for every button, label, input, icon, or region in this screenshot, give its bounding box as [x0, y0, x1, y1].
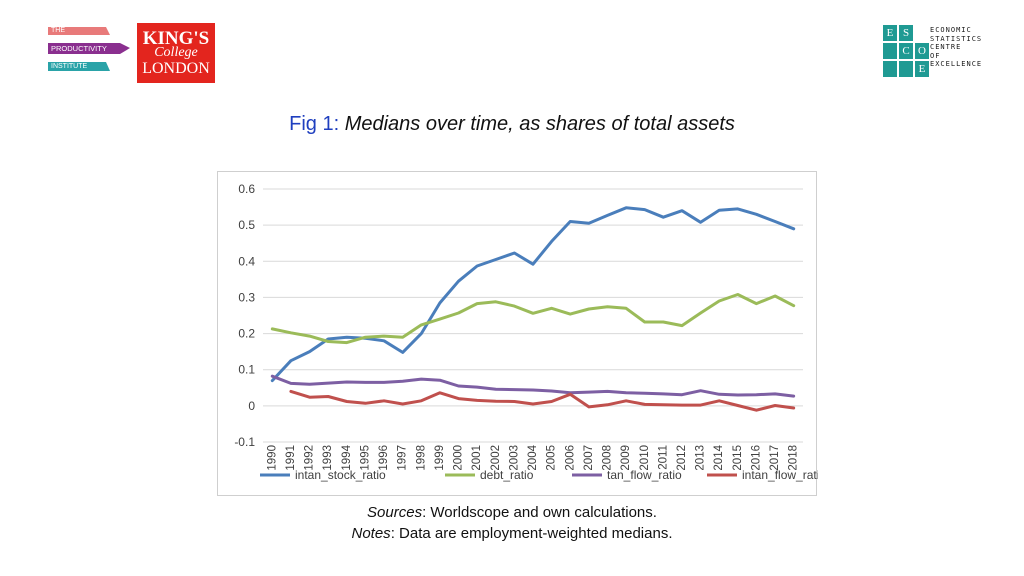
- escoe-cell-s: S: [899, 25, 913, 41]
- y-tick-label: -0.1: [234, 435, 255, 449]
- x-tick-label: 2015: [732, 445, 744, 471]
- legend-label: tan_flow_ratio: [607, 468, 682, 482]
- kings-logo-line3: LONDON: [142, 60, 210, 77]
- escoe-cell-c: C: [899, 43, 913, 59]
- x-tick-label: 2008: [602, 445, 614, 471]
- productivity-logo-line3: INSTITUTE: [51, 63, 88, 70]
- x-tick-label: 2004: [527, 444, 539, 470]
- sources-label: Sources: [367, 504, 423, 521]
- escoe-text-line3: CENTRE: [930, 43, 962, 51]
- x-tick-label: 1990: [266, 445, 278, 471]
- escoe-text-line4: OF: [930, 51, 941, 60]
- productivity-institute-logo: THE PRODUCTIVITY INSTITUTE: [48, 27, 130, 73]
- x-tick-label: 2006: [564, 445, 576, 471]
- legend-label: debt_ratio: [480, 468, 534, 482]
- x-tick-label: 2001: [471, 445, 483, 471]
- x-tick-label: 1994: [341, 444, 353, 470]
- line-chart: 0.6 0.5 0.4 0.3 0.2 0.1 0 -0.1 1990 1991 1992 1993 1…: [234, 182, 818, 482]
- x-tick-label: 2018: [788, 445, 800, 471]
- y-tick-label: 0: [248, 399, 255, 413]
- x-tick-label: 2002: [490, 445, 502, 471]
- y-tick-label: 0.3: [238, 290, 255, 304]
- x-tick-label: 2014: [713, 444, 725, 470]
- x-tick-label: 1999: [434, 445, 446, 471]
- x-tick-label: 2000: [453, 445, 465, 471]
- x-tick-label: 2005: [546, 445, 558, 471]
- series-line-intan-flow-ratio: [289, 389, 796, 412]
- x-tick-label: 1997: [397, 445, 409, 471]
- productivity-logo-line2: PRODUCTIVITY: [51, 44, 107, 53]
- notes-text: : Data are employment-weighted medians.: [390, 525, 673, 542]
- legend-label: intan_flow_ratio: [742, 468, 818, 482]
- figure-number: Fig 1:: [289, 113, 340, 135]
- sources-text: : Worldscope and own calculations.: [422, 504, 657, 521]
- legend-label: intan_stock_ratio: [295, 468, 386, 482]
- escoe-cell-o: O: [915, 43, 929, 59]
- kings-logo-line1: KING'S: [142, 28, 210, 49]
- x-tick-label: 1993: [322, 445, 334, 471]
- figure-title-text: Medians over time, as shares of total as…: [344, 113, 735, 135]
- x-tick-label: 2016: [750, 445, 762, 471]
- escoe-text-line1: ECONOMIC: [930, 26, 972, 34]
- sources-line: Sources: Worldscope and own calculations…: [0, 504, 1024, 521]
- x-tick-label: 2012: [676, 445, 688, 471]
- y-tick-label: 0.6: [238, 182, 255, 196]
- x-tick-label: 1991: [285, 445, 297, 471]
- escoe-text-line2: STATISTICS: [930, 34, 983, 43]
- x-tick-label: 2010: [639, 445, 651, 471]
- escoe-cell-blank1: [883, 43, 897, 59]
- x-tick-label: 2017: [769, 445, 781, 471]
- series-line-tan-flow-ratio: [270, 374, 796, 398]
- escoe-cell-e1: E: [883, 25, 897, 41]
- x-tick-label: 2007: [583, 445, 595, 471]
- series-line-intan-stock-ratio: [270, 206, 796, 383]
- notes-label: Notes: [351, 525, 391, 542]
- chart-frame: 0.6 0.5 0.4 0.3 0.2 0.1 0 -0.1 1990 1991 1992 1993 1…: [217, 171, 818, 496]
- x-tick-label: 2011: [657, 445, 669, 470]
- y-tick-label: 0.2: [238, 327, 255, 341]
- y-tick-label: 0.4: [238, 254, 255, 268]
- x-tick-label: 2003: [508, 445, 520, 471]
- kings-logo-line2: College: [154, 45, 198, 60]
- x-tick-label: 1996: [378, 445, 390, 471]
- figure-title: Fig 1: Medians over time, as shares of t…: [0, 113, 1024, 136]
- escoe-wordmark: ECONOMIC STATISTICS CENTRE OF EXCELLENCE: [930, 26, 982, 69]
- series-line-debt-ratio: [270, 293, 796, 345]
- escoe-cell-blank3: [899, 61, 913, 77]
- escoe-cell-blank2: [883, 61, 897, 77]
- x-tick-label: 1995: [359, 445, 371, 471]
- y-tick-label: 0.5: [238, 218, 255, 232]
- x-tick-label: 2013: [695, 445, 707, 471]
- kings-college-logo: KING'S College LONDON: [137, 23, 215, 83]
- escoe-text-line5: EXCELLENCE: [930, 60, 983, 68]
- x-tick-label: 1992: [304, 445, 316, 471]
- x-tick-label: 1998: [415, 445, 427, 471]
- escoe-logo: E S C O E ECONOMIC STATISTICS CENTRE OF …: [883, 25, 1003, 77]
- x-tick-label: 2009: [620, 445, 632, 471]
- y-tick-label: 0.1: [238, 363, 255, 377]
- notes-line: Notes: Data are employment-weighted medi…: [0, 525, 1024, 542]
- productivity-logo-line1: THE: [51, 27, 65, 34]
- escoe-cell-e2: E: [915, 61, 929, 77]
